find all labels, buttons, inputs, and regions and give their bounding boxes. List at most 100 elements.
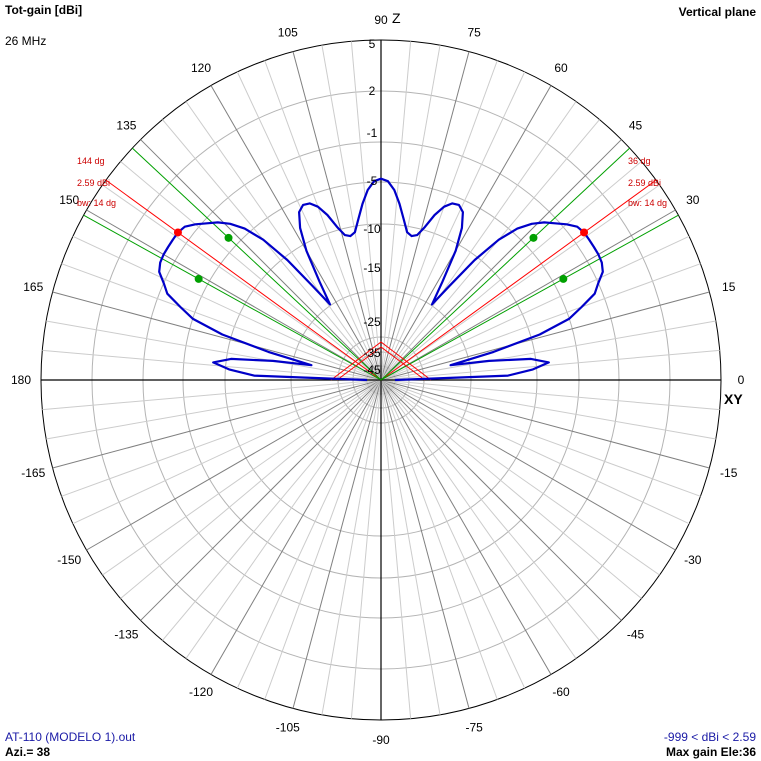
angle-tick-label: 120: [191, 61, 211, 75]
angle-tick-label: -60: [552, 685, 570, 699]
grid-spoke: [380, 235, 690, 381]
grid-spoke: [86, 379, 382, 551]
polar-grid: [40, 39, 722, 721]
radial-tick-label: -10: [363, 222, 381, 236]
frequency-label: 26 MHz: [5, 34, 47, 48]
angle-tick-label: -30: [684, 553, 702, 567]
beamwidth-line: [380, 147, 631, 381]
grid-spoke: [162, 119, 382, 381]
grid-spoke: [380, 71, 526, 381]
grid-spoke: [61, 263, 382, 381]
grid-spoke: [61, 379, 382, 497]
grid-spoke: [380, 379, 552, 675]
grid-spoke: [236, 71, 382, 381]
xy-axis-label: XY: [724, 391, 743, 407]
grid-spoke: [380, 209, 676, 381]
angle-tick-label: 60: [554, 61, 568, 75]
grid-spoke: [380, 161, 642, 381]
grid-spoke: [380, 41, 412, 381]
gain-range: -999 < dBi < 2.59: [663, 730, 756, 744]
pattern-trace: [158, 177, 604, 382]
azimuth-label: Azi.= 38: [5, 745, 51, 759]
grid-spoke: [380, 379, 526, 689]
max-gain-marker: [580, 228, 589, 237]
half-power-marker: [559, 274, 568, 283]
grid-spoke: [380, 379, 600, 641]
apex-outline-inner: [336, 346, 426, 381]
grid-spoke: [185, 379, 382, 659]
beamwidth-annotation: bw: 14 dg: [77, 198, 116, 208]
apex-outline-outer: [330, 341, 432, 381]
grid-spoke: [380, 320, 716, 381]
angle-tick-label: 45: [629, 118, 643, 132]
grid-spoke: [380, 184, 660, 381]
grid-spoke: [264, 60, 382, 381]
grid-spoke: [120, 379, 382, 599]
label-layer: 9075604530150-15-30-45-60-75-90-105-120-…: [11, 13, 745, 747]
grid-spoke: [46, 320, 382, 381]
grid-spoke: [380, 379, 412, 719]
grid-spoke: [380, 379, 577, 659]
grid-spoke: [102, 379, 382, 576]
radial-tick-label: 5: [369, 37, 376, 51]
half-power-marker: [224, 233, 233, 242]
grid-spoke: [52, 379, 382, 469]
angle-tick-label: -90: [372, 733, 390, 747]
max-gain-line: [105, 179, 382, 381]
grid-spoke: [380, 379, 701, 497]
grid-spoke: [140, 379, 382, 621]
grid-spoke: [52, 291, 382, 381]
gain-annotation: 2.59 dBi: [77, 178, 110, 188]
radial-tick-label: -5: [367, 174, 378, 188]
max-gain-label: Max gain Ele:36: [665, 745, 756, 759]
grid-spoke: [350, 379, 382, 719]
max-gain-line: [380, 179, 657, 381]
chart-title: Tot-gain [dBi]: [5, 3, 83, 17]
grid-spoke: [380, 379, 720, 411]
grid-spoke: [380, 379, 660, 576]
grid-spoke: [380, 291, 710, 381]
grid-spoke: [292, 51, 382, 381]
file-name: AT-110 (MODELO 1).out: [5, 730, 136, 744]
grid-spoke: [185, 101, 382, 381]
grid-spoke: [380, 379, 498, 700]
grid-spoke: [380, 60, 498, 381]
angle-tick-label: 180: [11, 373, 31, 387]
angle-tick-label: 90: [374, 13, 388, 27]
grid-spoke: [380, 139, 622, 381]
half-power-marker: [194, 274, 203, 283]
angle-tick-label: 30: [686, 193, 700, 207]
angle-tick-label: 105: [278, 25, 298, 39]
grid-spoke: [380, 379, 710, 469]
grid-spoke: [264, 379, 382, 700]
grid-spoke: [42, 379, 382, 411]
angle-tick-label: 165: [23, 280, 43, 294]
grid-spoke: [321, 379, 382, 715]
grid-spoke: [72, 379, 382, 525]
angle-tick-label: 135: [116, 118, 136, 132]
grid-spoke: [380, 263, 701, 381]
grid-spoke: [380, 379, 642, 599]
grid-spoke: [210, 85, 382, 381]
angle-tick-label: -45: [627, 628, 645, 642]
grid-spoke: [120, 161, 382, 381]
radial-tick-label: -45: [363, 363, 381, 377]
half-power-marker: [529, 233, 538, 242]
beamwidth-line: [131, 147, 382, 381]
grid-spoke: [321, 45, 382, 381]
pattern-layer: [158, 177, 604, 382]
grid-spoke: [380, 119, 600, 381]
radial-tick-label: -35: [363, 346, 381, 360]
radial-tick-label: -25: [363, 315, 381, 329]
grid-spoke: [380, 379, 441, 715]
grid-spoke: [292, 379, 382, 709]
grid-spoke: [46, 379, 382, 440]
grid-spoke: [380, 45, 441, 381]
angle-annotation: 144 dg: [77, 156, 105, 166]
angle-tick-label: -120: [189, 685, 213, 699]
max-gain-marker: [173, 228, 182, 237]
grid-spoke: [210, 379, 382, 675]
beamwidth-line: [83, 214, 382, 381]
grid-spoke: [380, 51, 470, 381]
